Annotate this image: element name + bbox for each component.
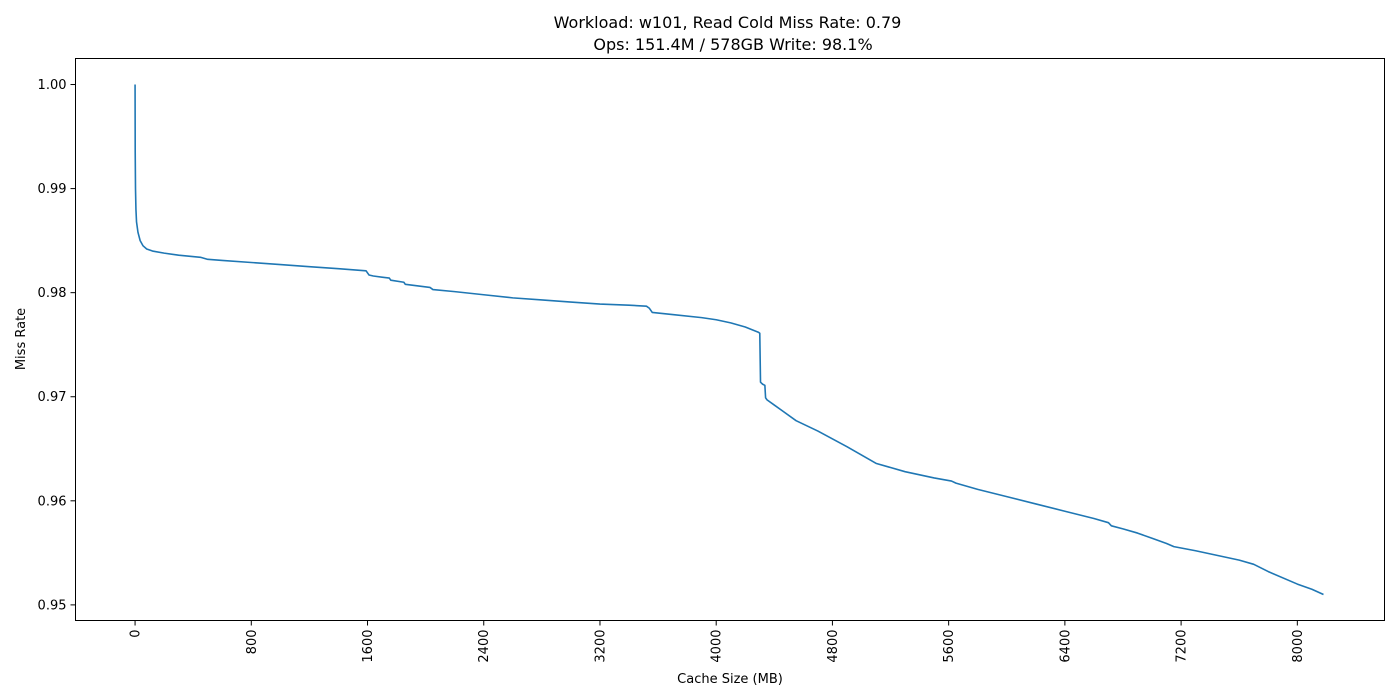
x-tick-label: 7200 bbox=[1175, 630, 1190, 663]
x-tick-label: 1600 bbox=[361, 630, 376, 663]
series-line-0 bbox=[134, 84, 1324, 596]
x-tick-label: 2400 bbox=[477, 630, 492, 663]
x-axis: 0 800 1600 2400 3200 4000 4800 5600 6400 7200 8000 bbox=[129, 620, 1306, 663]
x-tick-label: 5600 bbox=[942, 630, 957, 663]
x-tick-label: 6400 bbox=[1058, 630, 1073, 663]
plot-area bbox=[134, 84, 1324, 596]
chart-title-line1: Workload: w101, Read Cold Miss Rate: 0.7… bbox=[554, 13, 902, 32]
x-tick-label: 800 bbox=[245, 630, 260, 655]
y-tick-label: 0.96 bbox=[38, 494, 67, 509]
x-axis-label: Cache Size (MB) bbox=[677, 672, 783, 687]
y-tick-label: 0.97 bbox=[38, 390, 67, 405]
y-tick-label: 0.98 bbox=[38, 286, 67, 301]
y-axis-label: Miss Rate bbox=[14, 308, 29, 370]
x-tick-label: 4800 bbox=[826, 630, 841, 663]
x-tick-label: 3200 bbox=[593, 630, 608, 663]
x-tick-label: 4000 bbox=[710, 630, 725, 663]
y-tick-label: 1.00 bbox=[38, 78, 67, 93]
y-axis: 0.95 0.96 0.97 0.98 0.99 1.00 bbox=[38, 78, 76, 613]
y-tick-label: 0.99 bbox=[38, 182, 67, 197]
plot-frame bbox=[75, 58, 1385, 621]
chart-title-line2: Ops: 151.4M / 578GB Write: 98.1% bbox=[593, 35, 872, 54]
x-tick-label: 0 bbox=[129, 630, 144, 638]
y-tick-label: 0.95 bbox=[38, 598, 67, 613]
x-tick-label: 8000 bbox=[1291, 630, 1306, 663]
